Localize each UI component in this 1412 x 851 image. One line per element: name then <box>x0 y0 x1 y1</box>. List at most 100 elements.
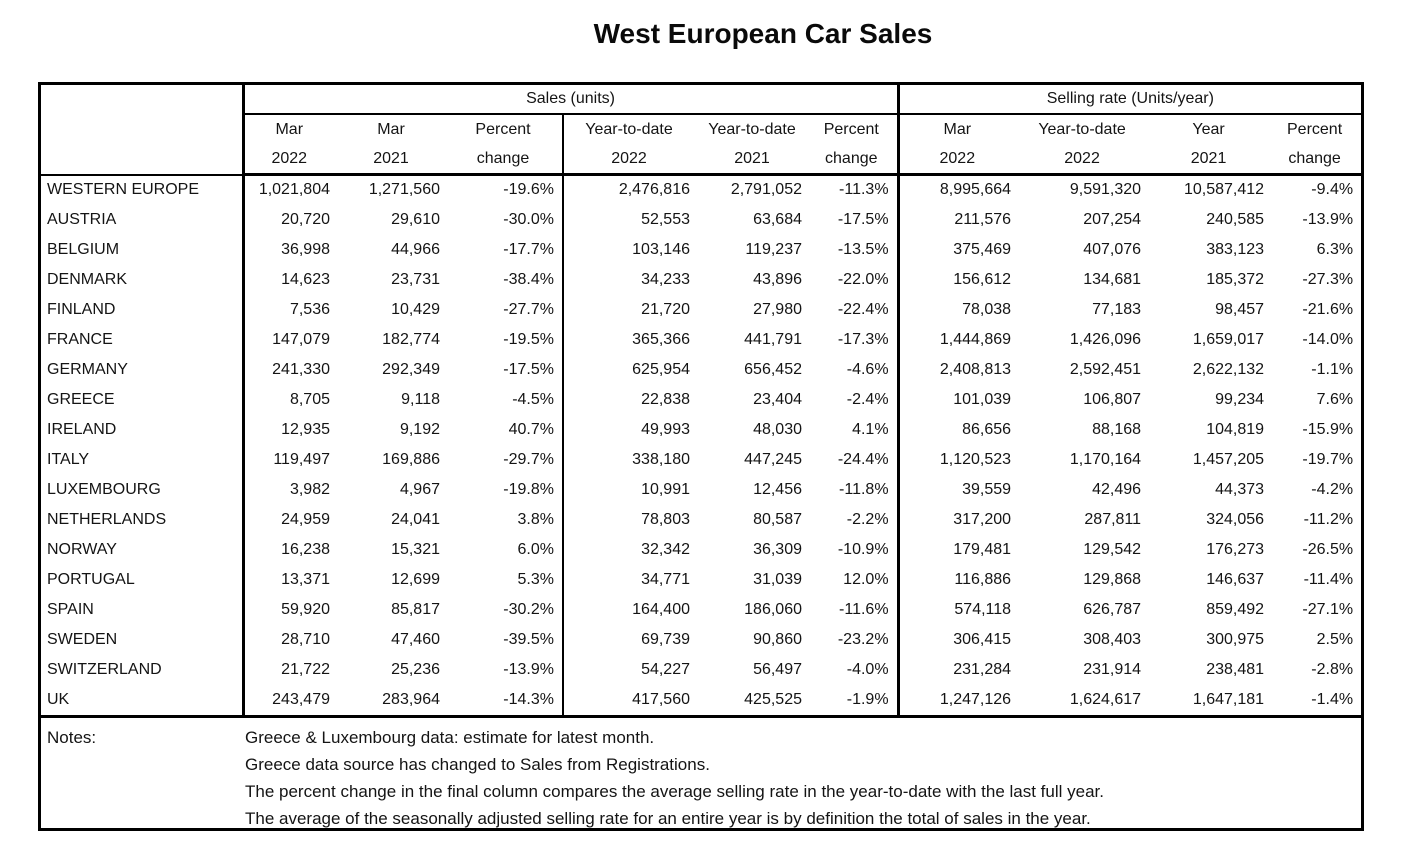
cell-value: 9,118 <box>401 390 440 408</box>
table-row: GREECE 8,705 9,118 -4.5% 22,838 23,404 -2.4% 10… <box>41 384 1361 415</box>
cell-value: 574,118 <box>896 594 1020 625</box>
header-line: 2022 <box>939 150 976 167</box>
cell-value: 626,787 <box>1083 600 1142 618</box>
cell-value: 3,982 <box>289 480 330 498</box>
cell-value: 80,587 <box>753 510 802 528</box>
cell-value: 21,722 <box>281 660 330 678</box>
cell-value: -29.7% <box>503 450 554 468</box>
cell-value: 2,408,813 <box>896 354 1020 385</box>
table-row: SWEDEN 28,710 47,460 -39.5% 69,739 90,860 -23.… <box>41 624 1361 655</box>
corner-cell <box>41 85 245 176</box>
group-header-sales: Sales (units) <box>243 85 899 115</box>
cell-value: 6.3% <box>1316 240 1354 258</box>
column-header-row: Mar 2022 Mar 2021 Percent change Year-to-da… <box>41 114 1362 176</box>
cell-value: -22.4% <box>837 300 889 318</box>
header-line: Mar <box>943 121 972 138</box>
row-label: NETHERLANDS <box>41 504 245 535</box>
notes-section: Notes: Greece & Luxembourg data: estimat… <box>41 714 1362 828</box>
cell-value: 292,349 <box>382 360 440 378</box>
cell-value: -4.2% <box>1311 480 1354 498</box>
row-label: GERMANY <box>41 354 245 385</box>
cell-value: 169,886 <box>382 450 440 468</box>
cell-value: 24,041 <box>391 510 440 528</box>
cell-value: 317,200 <box>896 504 1020 535</box>
row-label: FRANCE <box>41 324 245 355</box>
cell-value: 15,321 <box>391 540 440 558</box>
cell-value: 34,771 <box>562 564 698 595</box>
cell-value: 27,980 <box>753 300 802 318</box>
cell-value: -4.6% <box>846 360 889 378</box>
header-line: change <box>1288 150 1341 167</box>
table-row: NETHERLANDS 24,959 24,041 3.8% 78,803 80,587 -… <box>41 504 1361 535</box>
header-line: Year <box>1192 121 1225 138</box>
cell-value: 8,995,664 <box>896 174 1020 205</box>
row-label: NORWAY <box>41 534 245 565</box>
header-line: change <box>825 150 878 167</box>
column-header-ytd-2021-sales: Year-to-date 2021 <box>698 114 810 176</box>
cell-value: -24.4% <box>837 450 889 468</box>
cell-value: 283,964 <box>382 690 440 708</box>
cell-value: -21.6% <box>1302 300 1354 318</box>
cell-value: 99,234 <box>1215 390 1265 408</box>
cell-value: 243,479 <box>272 690 330 708</box>
cell-value: -17.7% <box>503 240 554 258</box>
cell-value: 13,371 <box>281 570 330 588</box>
cell-value: 182,774 <box>382 330 440 348</box>
cell-value: 119,497 <box>273 450 330 468</box>
cell-value: 2.5% <box>1316 630 1354 648</box>
group-header-row: Sales (units) Selling rate (Units/year) <box>41 85 1362 176</box>
cell-value: 1,271,560 <box>368 181 440 199</box>
table-box: Sales (units) Selling rate (Units/year) … <box>38 82 1365 831</box>
cell-value: 156,612 <box>896 264 1020 295</box>
row-label: PORTUGAL <box>41 564 245 595</box>
cell-value: 10,991 <box>562 474 698 505</box>
row-label: SWITZERLAND <box>41 654 245 685</box>
cell-value: 116,886 <box>896 564 1020 595</box>
cell-value: 90,860 <box>753 630 802 648</box>
cell-value: 1,021,804 <box>258 181 330 199</box>
cell-value: 12,456 <box>753 480 802 498</box>
cell-value: 25,236 <box>391 660 440 678</box>
cell-value: 231,284 <box>896 654 1020 685</box>
cell-value: 134,681 <box>1083 270 1142 288</box>
cell-value: 4.1% <box>852 420 889 438</box>
cell-value: 1,444,869 <box>896 324 1020 355</box>
row-label: SPAIN <box>41 594 245 625</box>
row-label: IRELAND <box>41 414 245 445</box>
cell-value: -27.7% <box>503 300 554 318</box>
table-row: SWITZERLAND 21,722 25,236 -13.9% 54,227 56,49… <box>41 654 1361 685</box>
header-line: Percent <box>823 121 879 138</box>
cell-value: -9.4% <box>1311 181 1354 199</box>
header-line: Year-to-date <box>708 121 796 138</box>
cell-value: 10,587,412 <box>1183 181 1265 199</box>
row-label: WESTERN EUROPE <box>41 174 245 205</box>
cell-value: -13.9% <box>1302 210 1354 228</box>
cell-value: 2,476,816 <box>562 174 698 205</box>
row-label: SWEDEN <box>41 624 245 655</box>
row-label: FINLAND <box>41 294 245 325</box>
cell-value: 36,998 <box>281 240 330 258</box>
cell-value: 63,684 <box>753 210 802 228</box>
cell-value: 49,993 <box>562 414 698 445</box>
cell-value: -10.9% <box>837 540 889 558</box>
cell-value: 10,429 <box>391 300 440 318</box>
row-label: DENMARK <box>41 264 245 295</box>
cell-value: -17.3% <box>837 330 889 348</box>
cell-value: 28,710 <box>281 630 330 648</box>
group-header-selling-rate: Selling rate (Units/year) <box>896 85 1362 115</box>
cell-value: 119,237 <box>745 240 802 258</box>
cell-value: 5.3% <box>517 570 554 588</box>
cell-value: 300,975 <box>1206 630 1265 648</box>
cell-value: -11.3% <box>839 181 889 199</box>
cell-value: -14.3% <box>503 690 554 708</box>
cell-value: 12,699 <box>391 570 440 588</box>
cell-value: -11.8% <box>839 480 889 498</box>
cell-value: -4.5% <box>512 390 554 408</box>
cell-value: 43,896 <box>753 270 802 288</box>
column-header-mar-2022-sales: Mar 2022 <box>243 114 338 176</box>
cell-value: 425,525 <box>744 690 802 708</box>
cell-value: 7.6% <box>1316 390 1354 408</box>
cell-value: 56,497 <box>753 660 802 678</box>
cell-value: 85,817 <box>391 600 440 618</box>
table-row: NORWAY 16,238 15,321 6.0% 32,342 36,309 -10.9%… <box>41 534 1361 565</box>
